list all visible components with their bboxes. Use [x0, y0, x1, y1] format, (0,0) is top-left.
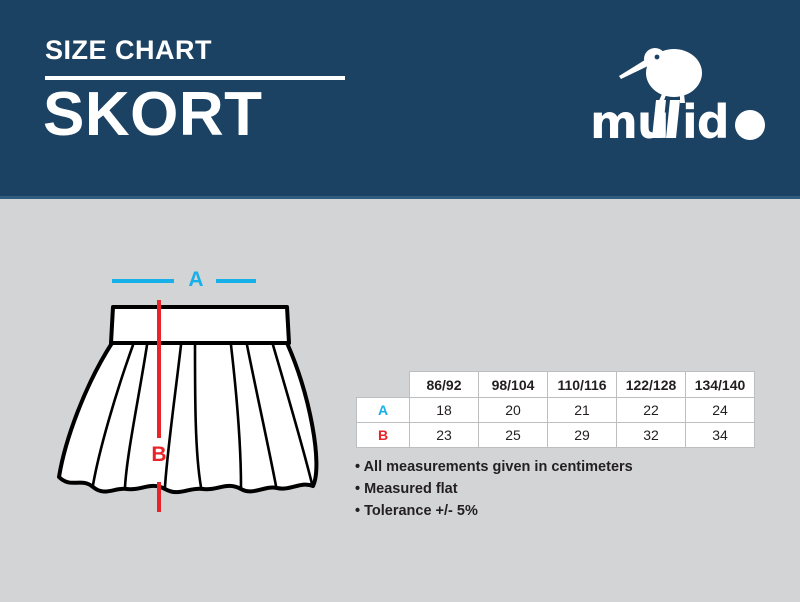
cell-a-1: 20: [478, 397, 548, 423]
title-divider: [45, 76, 345, 80]
skort-drawing: [57, 305, 319, 495]
skort-illustration: [55, 255, 355, 530]
column-header: 122/128: [616, 371, 686, 398]
cell-b-1: 25: [478, 422, 548, 448]
cell-b-3: 32: [616, 422, 686, 448]
measurement-marker-a: A: [108, 268, 258, 294]
column-header: 110/116: [547, 371, 617, 398]
cell-a-2: 21: [547, 397, 617, 423]
column-header: 98/104: [478, 371, 548, 398]
measurement-marker-b: B: [146, 300, 172, 512]
row-label-a: A: [356, 397, 410, 423]
page-title: SKORT: [43, 80, 263, 149]
size-chart-eyebrow: SIZE CHART: [45, 35, 212, 65]
table-row: A 18 20 21 22 24: [356, 397, 755, 423]
cell-a-3: 22: [616, 397, 686, 423]
kiwi-bird-icon: [619, 48, 702, 103]
size-table: 86/92 98/104 110/116 122/128 134/140 A 1…: [356, 371, 755, 448]
column-header: 134/140: [685, 371, 755, 398]
table-header-row: 86/92 98/104 110/116 122/128 134/140: [357, 371, 755, 398]
svg-text:id: id: [682, 96, 729, 149]
row-label-b: B: [356, 422, 410, 448]
notes-list: • All measurements given in centimeters …: [355, 456, 735, 522]
marker-b-label: B: [151, 443, 167, 466]
marker-a-label: A: [188, 268, 204, 291]
note-item: • Measured flat: [355, 481, 458, 497]
marker-a-line-right: [216, 279, 256, 283]
cell-b-2: 29: [547, 422, 617, 448]
brand-wordmark: mu id: [590, 96, 765, 149]
marker-b-line-bottom: [157, 482, 161, 512]
table-corner-cell: [357, 372, 410, 398]
header-bottom-rule: [0, 196, 800, 199]
brand-logo: mu id: [590, 46, 780, 150]
marker-a-line-left: [112, 279, 174, 283]
note-item: • All measurements given in centimeters: [355, 459, 633, 475]
marker-b-line-top: [157, 300, 161, 438]
note-item: • Tolerance +/- 5%: [355, 503, 478, 519]
column-header: 86/92: [409, 371, 479, 398]
header-banner: SIZE CHART SKORT mu: [0, 0, 800, 198]
cell-b-0: 23: [409, 422, 479, 448]
cell-a-4: 24: [685, 397, 755, 423]
cell-b-4: 34: [685, 422, 755, 448]
table-row: B 23 25 29 32 34: [356, 422, 755, 448]
cell-a-0: 18: [409, 397, 479, 423]
